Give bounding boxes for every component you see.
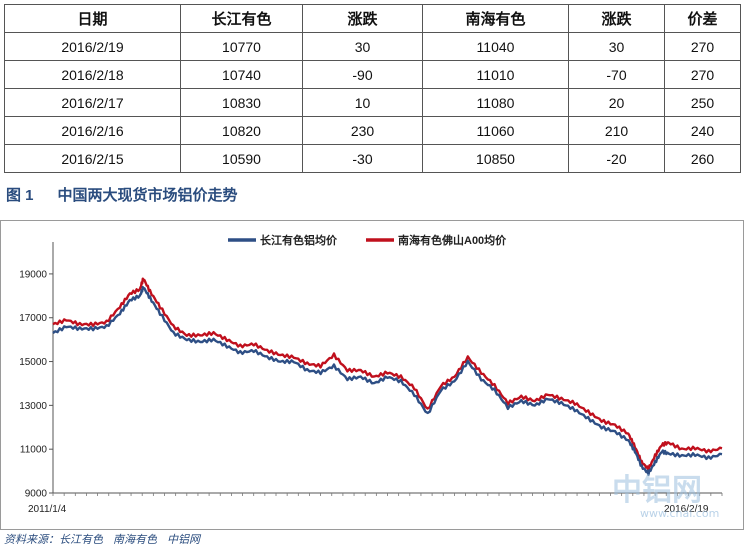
cell-changjiang-change: 30: [302, 32, 423, 61]
cell-changjiang: 10770: [180, 32, 303, 61]
cell-spread: 240: [664, 116, 741, 145]
cell-date: 2016/2/15: [4, 144, 181, 173]
cell-date: 2016/2/17: [4, 88, 181, 117]
table-row: 2016/2/17 10830 10 11080 20 250: [4, 88, 741, 117]
series-line-nanhai: [52, 277, 723, 472]
legend-label-changjiang: 长江有色铝均价: [260, 233, 338, 247]
cell-spread: 270: [664, 60, 741, 89]
figure-caption: 图 1 中国两大现货市场铝价走势: [6, 184, 238, 205]
cell-nanhai-change: 210: [568, 116, 665, 145]
header-changjiang: 长江有色: [180, 4, 303, 33]
cell-nanhai: 11010: [422, 60, 569, 89]
source-item: 中铝网: [167, 534, 200, 546]
x-tick-label-end: 2016/2/19: [664, 504, 709, 515]
y-tick-label: 17000: [19, 313, 47, 324]
y-tick-label: 15000: [19, 357, 47, 368]
y-tick-label: 11000: [20, 445, 48, 456]
cell-nanhai: 10850: [422, 144, 569, 173]
figure-title: 中国两大现货市场铝价走势: [57, 187, 238, 204]
header-changjiang-change: 涨跌: [302, 4, 423, 33]
legend-label-nanhai: 南海有色佛山A00均价: [398, 233, 507, 247]
y-tick-label: 9000: [25, 489, 48, 500]
source-note: 资料来源：长江有色 南海有色 中铝网: [4, 531, 210, 547]
table-row: 2016/2/16 10820 230 11060 210 240: [4, 116, 741, 145]
cell-spread: 260: [664, 144, 741, 173]
table-row: 2016/2/18 10740 -90 11010 -70 270: [4, 60, 741, 89]
cell-nanhai: 11040: [422, 32, 569, 61]
source-item: 南海有色: [113, 534, 157, 546]
source-label: 资料来源：: [4, 534, 59, 546]
cell-nanhai: 11060: [422, 116, 569, 145]
cell-changjiang: 10740: [180, 60, 303, 89]
header-nanhai: 南海有色: [422, 4, 569, 33]
cell-changjiang: 10830: [180, 88, 303, 117]
table-row: 2016/2/15 10590 -30 10850 -20 260: [4, 144, 741, 173]
y-tick-label: 13000: [19, 401, 47, 412]
cell-date: 2016/2/16: [4, 116, 181, 145]
source-item: 长江有色: [59, 534, 103, 546]
cell-date: 2016/2/19: [4, 32, 181, 61]
watermark-url: www.cnal.com: [640, 507, 719, 520]
cell-changjiang-change: -90: [302, 60, 423, 89]
header-nanhai-change: 涨跌: [568, 4, 665, 33]
y-tick-label: 19000: [19, 269, 47, 280]
cell-changjiang-change: 230: [302, 116, 423, 145]
cell-changjiang-change: 10: [302, 88, 423, 117]
cell-changjiang-change: -30: [302, 144, 423, 173]
cell-nanhai-change: 20: [568, 88, 665, 117]
cell-nanhai-change: -20: [568, 144, 665, 173]
cell-nanhai-change: 30: [568, 32, 665, 61]
cell-changjiang: 10820: [180, 116, 303, 145]
table-row: 2016/2/19 10770 30 11040 30 270: [4, 32, 741, 61]
header-date: 日期: [4, 4, 181, 33]
x-tick-label-start: 2011/1/4: [28, 504, 67, 515]
figure-number: 图 1: [6, 187, 34, 204]
cell-spread: 270: [664, 32, 741, 61]
price-table: 日期 长江有色 涨跌 南海有色 涨跌 价差 2016/2/19 10770 30…: [4, 4, 741, 173]
cell-nanhai-change: -70: [568, 60, 665, 89]
price-line-chart: 9000 11000 13000 15000 17000 19000 长江有色铝均价 南海…: [19, 233, 723, 520]
cell-date: 2016/2/18: [4, 60, 181, 89]
cell-nanhai: 11080: [422, 88, 569, 117]
series-line-changjiang: [52, 285, 723, 477]
cell-changjiang: 10590: [180, 144, 303, 173]
cell-spread: 250: [664, 88, 741, 117]
watermark-logo: 中铝网: [612, 473, 702, 508]
header-spread: 价差: [664, 4, 741, 33]
table-header-row: 日期 长江有色 涨跌 南海有色 涨跌 价差: [4, 4, 741, 33]
